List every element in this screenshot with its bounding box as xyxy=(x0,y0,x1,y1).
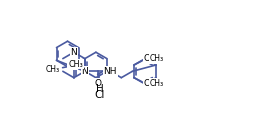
Text: CH₃: CH₃ xyxy=(150,54,164,63)
Text: N: N xyxy=(82,67,88,76)
Text: CH₃: CH₃ xyxy=(46,65,60,74)
Text: CH₃: CH₃ xyxy=(68,60,83,68)
Text: O: O xyxy=(144,54,151,63)
Text: NH: NH xyxy=(104,67,117,76)
Text: N: N xyxy=(70,48,77,57)
Text: O: O xyxy=(144,79,151,88)
Text: Cl: Cl xyxy=(94,90,105,100)
Text: O: O xyxy=(70,60,77,69)
Text: H: H xyxy=(96,84,103,94)
Text: O: O xyxy=(94,79,101,88)
Text: CH₃: CH₃ xyxy=(150,79,164,88)
